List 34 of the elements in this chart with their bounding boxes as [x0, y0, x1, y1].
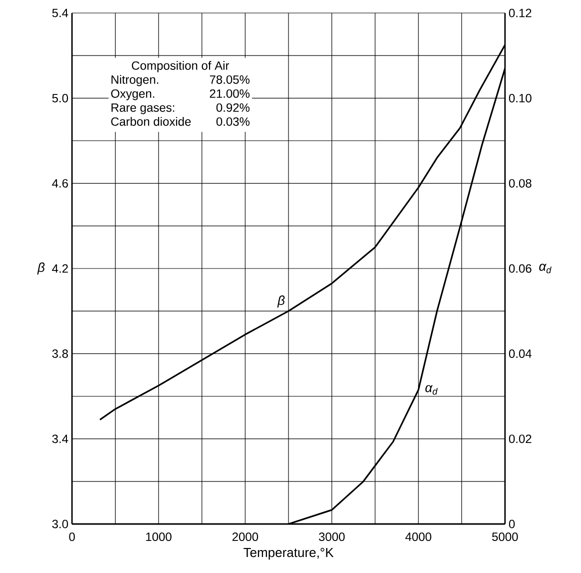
y2-tick-label: 0.02: [509, 434, 532, 444]
annotation: Rare gases:: [112, 103, 174, 114]
series-label: β: [277, 295, 285, 308]
x-tick-label: 3000: [318, 532, 345, 542]
y2-tick-label: 0.08: [509, 179, 532, 188]
y-tick-label: 5.0: [52, 94, 68, 102]
y-tick-label: 3.0: [52, 520, 68, 528]
x-tick-label: 5000: [492, 532, 518, 542]
x-tick-label: 4000: [405, 532, 432, 542]
x-axis-title: Temperature,°K: [244, 548, 334, 560]
y-tick-label: 5.4: [52, 8, 68, 18]
annotation: Nitrogen.: [112, 75, 158, 86]
annotation: 78.05%: [210, 75, 250, 84]
x-tick-label: 0: [69, 532, 75, 542]
annotation: 21.00%: [210, 89, 250, 98]
annotation: Composition of Air: [132, 61, 230, 72]
annotation: 0.92%: [216, 103, 250, 112]
series-label: α$_{d}$: [425, 385, 438, 395]
y-tick-label: 4.6: [52, 179, 68, 188]
y-axis-title: β: [37, 262, 45, 275]
y-tick-label: 3.8: [52, 349, 68, 358]
y-tick-label: 4.2: [52, 264, 68, 273]
y2-tick-label: 0: [509, 520, 515, 528]
y2-tick-label: 0.04: [509, 349, 532, 358]
x-tick-label: 1000: [146, 532, 172, 542]
y2-tick-label: 0.06: [509, 264, 532, 273]
y-tick-label: 3.4: [52, 434, 68, 444]
y2-tick-label: 0.12: [509, 8, 532, 18]
x-tick-label: 2000: [232, 532, 258, 542]
annotation: Carbon dioxide: [111, 117, 191, 126]
annotation: Oxygen.: [111, 89, 154, 100]
annotation: 0.03%: [216, 117, 250, 126]
y2-axis-title: α$_{d}$: [539, 264, 552, 274]
y2-tick-label: 0.10: [509, 94, 532, 102]
